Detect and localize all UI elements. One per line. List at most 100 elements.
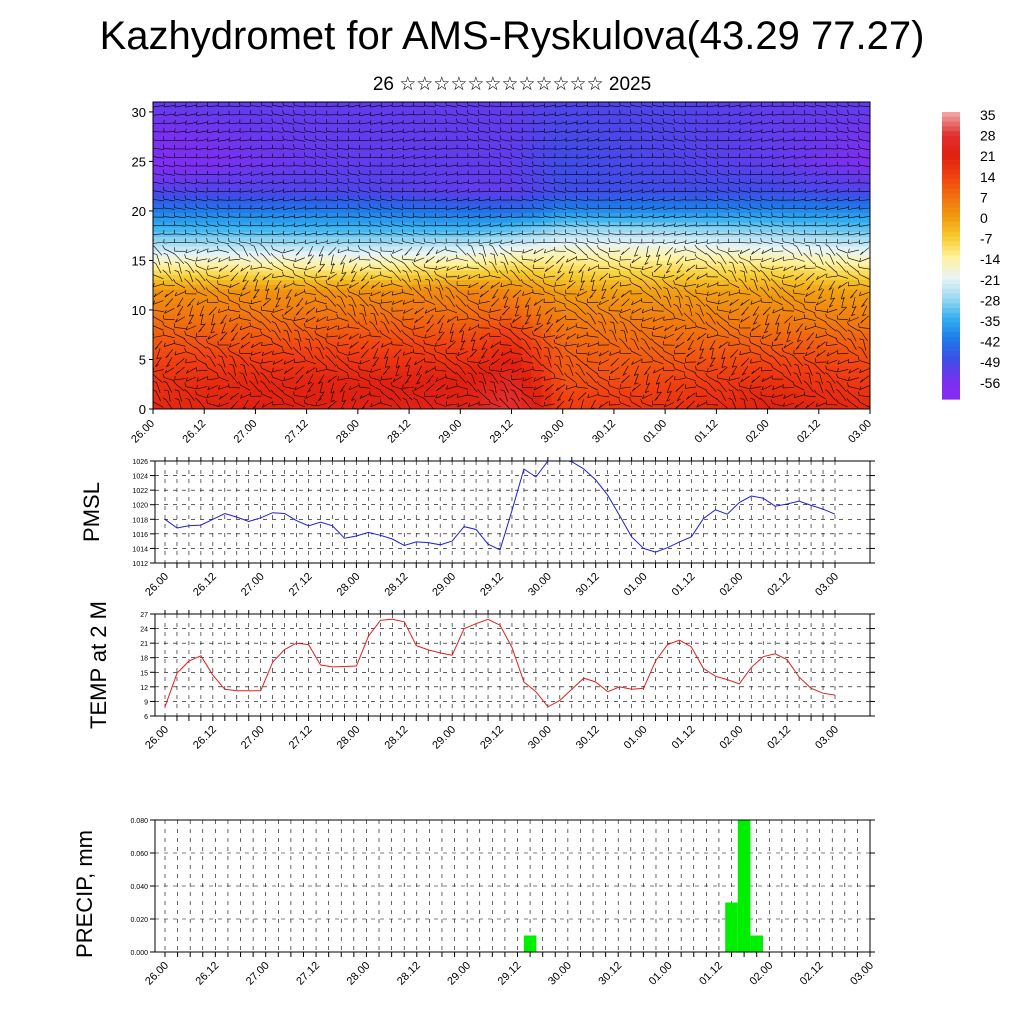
temperature-cell	[202, 207, 214, 213]
temperature-cell	[342, 140, 353, 146]
temperature-cell	[491, 149, 503, 156]
wind-barb-feather	[208, 312, 213, 316]
temperature-cell	[202, 332, 214, 338]
temperature-cell	[272, 202, 284, 209]
temperature-cell	[162, 351, 174, 357]
temperature-cell	[322, 298, 333, 305]
temperature-cell	[611, 221, 622, 228]
temperature-cell	[800, 265, 811, 271]
temperature-cell	[710, 121, 722, 127]
temperature-cell	[860, 255, 870, 261]
temperature-cell	[252, 140, 264, 146]
temperature-cell	[242, 308, 254, 314]
temperature-cell	[730, 178, 742, 185]
temperature-cell	[451, 245, 463, 252]
temperature-cell	[750, 365, 762, 372]
temperature-cell	[272, 149, 284, 156]
temperature-cell	[750, 303, 762, 309]
wind-barb-shaft	[207, 342, 218, 348]
temperature-cell	[392, 245, 403, 252]
temperature-cell	[411, 197, 423, 204]
temperature-cell	[800, 394, 811, 401]
temperature-cell	[222, 337, 234, 343]
temperature-cell	[650, 356, 662, 362]
temperature-cell	[561, 178, 572, 185]
temperature-cell	[392, 370, 403, 377]
temperature-cell	[591, 106, 602, 113]
temperature-cell	[153, 164, 164, 170]
temperature-cell	[242, 317, 254, 324]
temperature-cell	[850, 332, 861, 338]
temperature-cell	[312, 202, 323, 209]
temperature-cell	[640, 385, 652, 391]
temperature-cell	[382, 135, 393, 141]
temperature-cell	[362, 341, 373, 348]
temperature-cell	[202, 375, 214, 381]
temperature-cell	[621, 317, 632, 324]
temperature-cell	[312, 135, 323, 141]
temperature-cell	[411, 231, 423, 237]
temperature-cell	[461, 173, 473, 180]
temperature-cell	[212, 226, 224, 233]
temperature-cell	[491, 202, 503, 209]
temperature-cell	[162, 332, 174, 338]
temperature-cell	[650, 125, 662, 132]
temperature-cell	[541, 399, 552, 405]
temperature-cell	[491, 385, 503, 391]
temperature-cell	[501, 356, 513, 362]
temperature-cell	[531, 274, 542, 281]
temperature-cell	[392, 164, 403, 170]
temperature-cell	[710, 173, 722, 180]
wind-barb-shaft	[166, 357, 173, 367]
temperature-cell	[282, 111, 294, 117]
temperature-cell	[770, 356, 781, 362]
temperature-cell	[581, 365, 592, 372]
temperature-cell	[601, 231, 612, 237]
temperature-cell	[382, 293, 393, 300]
temperature-cell	[860, 317, 870, 324]
temperature-cell	[621, 260, 632, 266]
wind-barb-feather	[205, 339, 208, 344]
temperature-cell	[700, 183, 712, 189]
temperature-cell	[850, 207, 861, 213]
temperature-cell	[611, 389, 622, 396]
temperature-cell	[670, 154, 682, 161]
temperature-cell	[840, 125, 851, 132]
wind-barb-feather	[195, 397, 199, 401]
temperature-cell	[401, 125, 413, 132]
temperature-cell	[621, 394, 632, 401]
temperature-cell	[750, 394, 762, 401]
temperature-cell	[800, 140, 811, 146]
temperature-cell	[282, 145, 294, 151]
temperature-cell	[700, 125, 712, 132]
temperature-cell	[312, 217, 323, 223]
temperature-cell	[650, 130, 662, 137]
temperature-cell	[172, 404, 184, 409]
temperature-cell	[521, 178, 533, 185]
temperature-cell	[830, 327, 841, 333]
temperature-cell	[162, 149, 174, 156]
temperature-cell	[352, 351, 363, 357]
temperature-cell	[631, 260, 642, 266]
temperature-cell	[182, 375, 194, 381]
temperature-cell	[830, 221, 841, 228]
temperature-cell	[660, 164, 672, 170]
temperature-cell	[760, 106, 772, 113]
temperature-cell	[760, 293, 772, 300]
temperature-cell	[312, 193, 323, 199]
temperature-cell	[621, 202, 632, 209]
temperature-cell	[591, 125, 602, 132]
temperature-cell	[650, 351, 662, 357]
temperature-cell	[650, 265, 662, 271]
temperature-cell	[292, 361, 303, 367]
temperature-cell	[800, 145, 811, 151]
temperature-cell	[232, 173, 244, 180]
temperature-cell	[182, 380, 194, 386]
temperature-cell	[591, 351, 602, 357]
temperature-cell	[601, 356, 612, 362]
temperature-cell	[421, 169, 433, 175]
temperature-cell	[611, 241, 622, 247]
temperature-cell	[591, 279, 602, 285]
temperature-cell	[153, 135, 164, 141]
temperature-cell	[441, 298, 453, 305]
